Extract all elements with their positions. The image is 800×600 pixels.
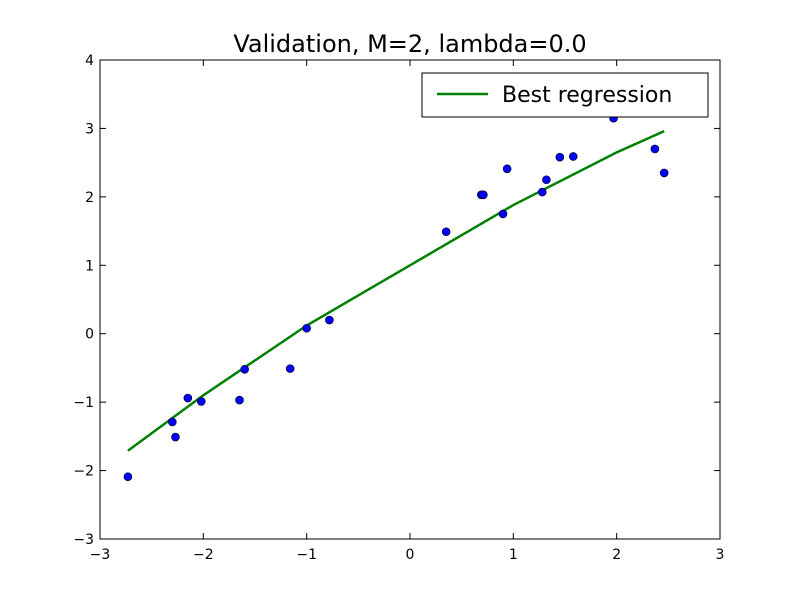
data-point [285,364,295,373]
x-tick-label: 3 [716,547,725,563]
y-tick-label: 1 [85,258,94,274]
x-tick-label: 2 [612,547,621,563]
data-point [235,395,244,405]
data-point [123,472,133,482]
y-tick-label: 4 [85,53,94,69]
y-tick-label: 0 [85,327,94,343]
data-point [302,323,311,333]
data-point [502,164,512,174]
data-point [168,417,177,427]
y-tick-label: −2 [73,464,94,480]
data-point [196,397,206,406]
data-point [183,393,193,403]
y-tick-label: −3 [73,532,94,548]
data-point [659,168,669,178]
data-point [479,190,488,200]
data-point [441,227,451,237]
x-tick-label: −1 [296,547,317,563]
regression-line [127,130,665,452]
y-tick-label: 2 [85,190,94,206]
legend-label: Best regression [502,83,672,108]
x-tick-label: 1 [509,547,518,563]
plot-frame [99,59,721,540]
data-point [650,144,660,154]
data-point [555,152,565,162]
data-point [240,364,249,374]
data-point [542,175,551,185]
regression-line-layer [127,130,665,452]
y-tick-label: −1 [73,395,94,411]
x-tick-label: 0 [406,547,415,563]
data-point [537,187,547,197]
legend: Best regression [421,72,709,118]
y-tick-label: 3 [85,121,94,137]
data-point [498,209,508,219]
x-tick-label: −2 [193,547,214,563]
data-point [171,432,180,442]
chart-title: Validation, M=2, lambda=0.0 [233,30,586,58]
plot-area [100,60,720,539]
data-point [568,152,578,161]
data-point [325,315,334,325]
x-tick-label: −3 [90,547,111,563]
